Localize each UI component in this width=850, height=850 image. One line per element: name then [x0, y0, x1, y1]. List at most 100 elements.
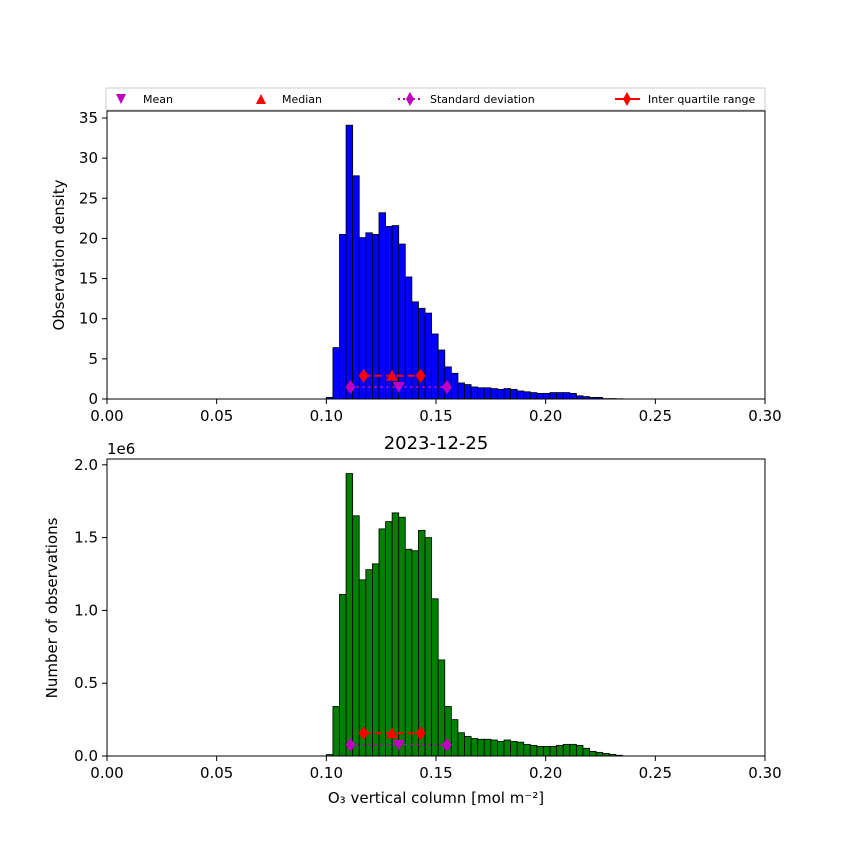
top-ylabel: Observation density	[50, 179, 68, 330]
y-tick-label: 25	[79, 189, 98, 207]
x-tick-label: 0.25	[639, 764, 672, 782]
x-tick-label: 0.30	[748, 407, 781, 425]
iqr-marker	[358, 368, 369, 383]
y-tick-label: 35	[79, 109, 98, 127]
legend-std-icon	[398, 92, 422, 106]
histogram-bar	[516, 741, 525, 757]
histogram-bar	[365, 569, 373, 757]
std-marker	[441, 379, 452, 394]
x-tick-label: 0.15	[419, 764, 452, 782]
histogram-bar	[470, 738, 479, 757]
histogram-bar	[418, 529, 426, 757]
histogram-bar	[464, 735, 472, 757]
x-tick-label: 0.00	[90, 764, 123, 782]
legend: Mean Median Standard deviation Inter qua…	[105, 87, 766, 111]
y-tick-label: 1.5	[74, 529, 98, 547]
histogram-bar	[339, 234, 347, 400]
y-tick-label: 2.0	[74, 456, 98, 474]
histogram-bar	[457, 382, 465, 400]
histogram-bar	[437, 659, 446, 757]
histogram-bar	[556, 392, 564, 400]
histogram-bar	[483, 387, 492, 400]
iqr-marker	[415, 726, 426, 741]
x-tick-label: 0.30	[748, 764, 781, 782]
y-tick-label: 0.5	[74, 674, 98, 692]
svg-text:Mean: Mean	[143, 93, 173, 106]
legend-median-icon	[256, 94, 266, 104]
histogram-bar	[595, 751, 604, 757]
histogram-bar	[529, 392, 538, 400]
histogram-bar	[404, 276, 413, 400]
x-tick-label: 0.10	[310, 764, 343, 782]
histogram-bar	[385, 521, 393, 757]
x-tick-label: 0.20	[529, 407, 562, 425]
histogram-bar	[575, 744, 584, 757]
histogram-bar	[418, 307, 426, 400]
histogram-bar	[404, 548, 413, 757]
x-tick-label: 0.20	[529, 764, 562, 782]
histogram-bar	[529, 744, 538, 757]
histogram-bar	[510, 741, 518, 757]
histogram-bar	[345, 473, 354, 757]
y-tick-label: 0	[88, 390, 98, 408]
histogram-bar	[424, 537, 433, 757]
histogram-bar	[378, 528, 386, 757]
histogram-bar	[516, 390, 525, 400]
histogram-bar	[437, 349, 446, 400]
legend-mean-icon	[116, 94, 126, 104]
bottom-axes: 0.00 0.05 0.10 0.15 0.20 0.25 0.30 0.0 0.5 1.0 1.5…	[74, 456, 782, 782]
svg-text:Standard deviation: Standard deviation	[430, 93, 535, 106]
histogram-bar	[411, 301, 419, 400]
std-marker	[345, 379, 356, 394]
histogram-bar	[391, 512, 400, 757]
x-tick-label: 0.15	[419, 407, 452, 425]
top-axes: 0.00 0.05 0.10 0.15 0.20 0.25 0.30 0 5 10 15 20 25 30…	[79, 109, 782, 425]
histogram-bar	[543, 745, 551, 757]
bottom-title: 2023-12-25	[384, 433, 489, 454]
histogram-bar	[450, 372, 459, 400]
histogram-bar	[549, 745, 558, 757]
bottom-ylabel: Number of observations	[43, 517, 61, 698]
histogram-bar	[378, 212, 386, 400]
histogram-bar	[457, 732, 465, 757]
iqr-marker	[358, 726, 369, 741]
histogram-bar	[562, 392, 571, 400]
std-marker	[345, 737, 356, 752]
iqr-marker	[415, 368, 426, 383]
histogram-bar	[523, 391, 531, 400]
histogram-bar	[411, 550, 419, 757]
histogram-bar	[345, 124, 354, 400]
histogram-bar	[431, 598, 439, 757]
histogram-bar	[450, 719, 459, 757]
x-tick-label: 0.05	[200, 407, 233, 425]
histogram-bar	[589, 750, 597, 757]
histogram-bar	[503, 388, 511, 400]
median-marker	[386, 727, 399, 739]
x-tick-label: 0.10	[310, 407, 343, 425]
histogram-bar	[549, 392, 558, 400]
histogram-bar	[490, 388, 498, 400]
mean-marker	[392, 381, 405, 393]
y-tick-label: 10	[79, 310, 98, 328]
histogram-bar	[464, 384, 472, 400]
histogram-bar	[470, 386, 479, 400]
x-tick-label: 0.25	[639, 407, 672, 425]
histogram-bar	[536, 392, 544, 400]
std-marker	[441, 737, 452, 752]
histogram-bar	[562, 743, 571, 757]
histogram-bar	[477, 387, 485, 400]
y-tick-label: 0.0	[74, 747, 98, 765]
histogram-bar	[332, 347, 340, 400]
histogram-bar	[477, 738, 485, 757]
svg-text:Inter quartile range: Inter quartile range	[648, 93, 755, 106]
median-marker	[386, 369, 399, 381]
histogram-bar	[556, 744, 564, 757]
legend-iqr-icon	[615, 92, 640, 106]
histogram-bar	[398, 516, 406, 757]
histogram-bar	[503, 739, 511, 757]
x-tick-label: 0.05	[200, 764, 233, 782]
histogram-bar	[339, 593, 347, 757]
histogram-bar	[510, 388, 518, 400]
histogram-bar	[352, 515, 360, 757]
